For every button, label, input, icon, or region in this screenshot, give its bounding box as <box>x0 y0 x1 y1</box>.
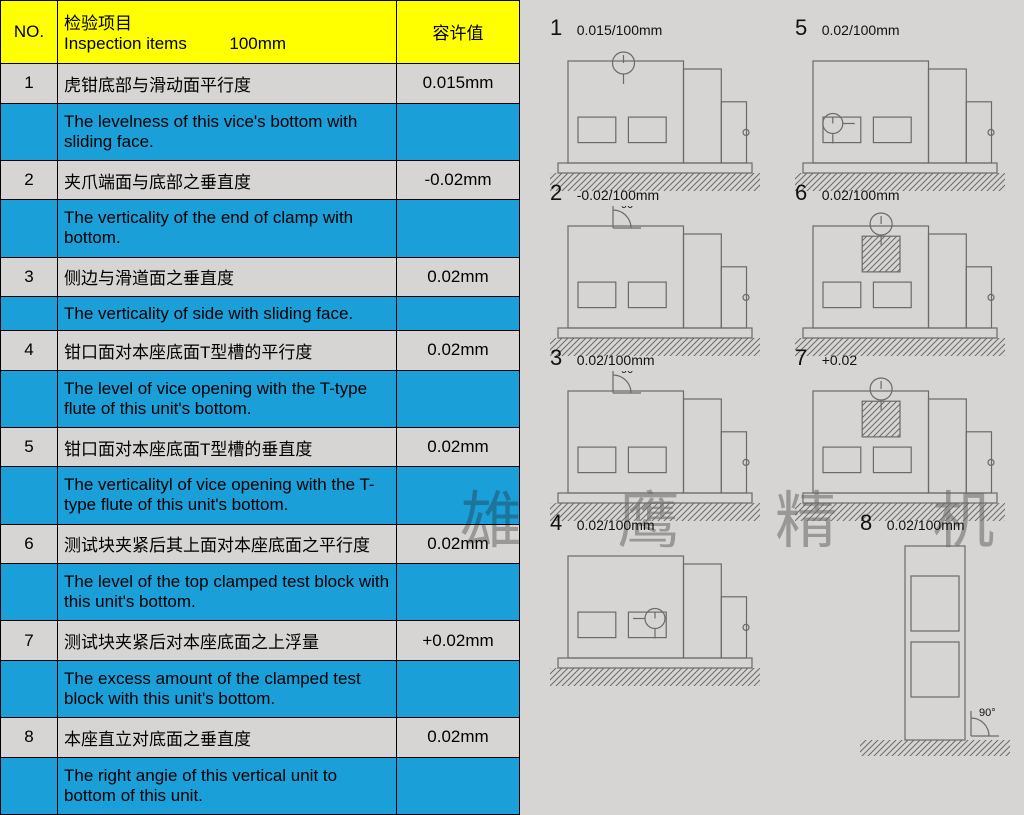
diagram-svg: 90° <box>550 206 760 356</box>
row-en-no <box>1 103 58 160</box>
diagram-8: 8 0.02/100mm 90° <box>860 510 1010 761</box>
svg-text:90°: 90° <box>621 371 638 376</box>
row-no: 1 <box>1 63 58 103</box>
row-tol: 0.02mm <box>397 524 520 564</box>
diagram-tolerance: 0.02/100mm <box>577 517 655 533</box>
diagram-svg <box>550 536 760 686</box>
row-en: The levelness of this vice's bottom with… <box>58 103 397 160</box>
row-en: The verticality of side with sliding fac… <box>58 297 397 331</box>
row-cn: 侧边与滑道面之垂直度 <box>58 257 397 297</box>
row-no: 2 <box>1 160 58 200</box>
diagram-number: 7 <box>795 345 807 370</box>
header-items: 检验项目 Inspection items 100mm <box>58 1 397 64</box>
row-cn: 测试块夹紧后其上面对本座底面之平行度 <box>58 524 397 564</box>
row-cn: 本座直立对底面之垂直度 <box>58 718 397 758</box>
diagram-number: 2 <box>550 180 562 205</box>
diagram-7: 7 +0.02 <box>795 345 1005 526</box>
row-en: The verticalityl of vice opening with th… <box>58 467 397 524</box>
diagram-6: 6 0.02/100mm <box>795 180 1005 361</box>
diagram-tolerance: -0.02/100mm <box>577 187 659 203</box>
diagram-number: 4 <box>550 510 562 535</box>
row-no: 3 <box>1 257 58 297</box>
row-en-blank <box>397 564 520 621</box>
header-no: NO. <box>1 1 58 64</box>
diagram-tolerance: +0.02 <box>822 352 857 368</box>
header-tolerance: 容许值 <box>397 1 520 64</box>
row-en-blank <box>397 660 520 717</box>
diagram-tolerance: 0.015/100mm <box>577 22 663 38</box>
row-en-no <box>1 467 58 524</box>
row-en-no <box>1 370 58 427</box>
diagram-svg <box>795 41 1005 191</box>
diagram-svg: 90° <box>860 536 1010 756</box>
row-en: The verticality of the end of clamp with… <box>58 200 397 257</box>
row-tol: +0.02mm <box>397 621 520 661</box>
row-en-blank <box>397 467 520 524</box>
diagram-svg <box>550 41 760 191</box>
svg-text:90°: 90° <box>621 206 638 211</box>
row-no: 4 <box>1 330 58 370</box>
row-cn: 夹爪端面与底部之垂直度 <box>58 160 397 200</box>
header-item-en: Inspection items <box>64 34 187 53</box>
diagram-4: 4 0.02/100mm <box>550 510 760 691</box>
diagram-tolerance: 0.02/100mm <box>822 187 900 203</box>
diagram-panel: 雄 鹰 精 机 1 0.015/100mm 2 -0.02/100mm 90°3… <box>520 0 1024 815</box>
row-cn: 钳口面对本座底面T型槽的平行度 <box>58 330 397 370</box>
row-en-blank <box>397 297 520 331</box>
row-en-no <box>1 297 58 331</box>
row-en-no <box>1 200 58 257</box>
row-en-no <box>1 757 58 814</box>
diagram-svg <box>795 206 1005 356</box>
row-tol: 0.02mm <box>397 257 520 297</box>
diagram-number: 5 <box>795 15 807 40</box>
diagram-number: 6 <box>795 180 807 205</box>
diagram-3: 3 0.02/100mm 90° <box>550 345 760 526</box>
row-no: 6 <box>1 524 58 564</box>
diagram-1: 1 0.015/100mm <box>550 15 760 196</box>
row-no: 7 <box>1 621 58 661</box>
row-tol: 0.015mm <box>397 63 520 103</box>
row-no: 8 <box>1 718 58 758</box>
row-tol: 0.02mm <box>397 718 520 758</box>
diagram-tolerance: 0.02/100mm <box>577 352 655 368</box>
row-en-blank <box>397 370 520 427</box>
diagram-number: 1 <box>550 15 562 40</box>
row-en-blank <box>397 200 520 257</box>
row-cn: 测试块夹紧后对本座底面之上浮量 <box>58 621 397 661</box>
diagram-5: 5 0.02/100mm <box>795 15 1005 196</box>
row-cn: 钳口面对本座底面T型槽的垂直度 <box>58 427 397 467</box>
row-en-blank <box>397 757 520 814</box>
row-en: The level of the top clamped test block … <box>58 564 397 621</box>
row-cn: 虎钳底部与滑动面平行度 <box>58 63 397 103</box>
header-span: 100mm <box>229 34 286 53</box>
row-en: The excess amount of the clamped test bl… <box>58 660 397 717</box>
diagram-tolerance: 0.02/100mm <box>887 517 965 533</box>
row-no: 5 <box>1 427 58 467</box>
row-en-no <box>1 660 58 717</box>
diagram-2: 2 -0.02/100mm 90° <box>550 180 760 361</box>
svg-text:90°: 90° <box>979 707 996 719</box>
row-en-blank <box>397 103 520 160</box>
inspection-table: NO. 检验项目 Inspection items 100mm 容许值 1虎钳底… <box>0 0 520 815</box>
diagram-number: 8 <box>860 510 872 535</box>
diagram-number: 3 <box>550 345 562 370</box>
row-tol: 0.02mm <box>397 330 520 370</box>
row-tol: -0.02mm <box>397 160 520 200</box>
row-en-no <box>1 564 58 621</box>
diagram-tolerance: 0.02/100mm <box>822 22 900 38</box>
header-item-cn: 检验项目 <box>64 14 132 33</box>
row-en: The level of vice opening with the T-typ… <box>58 370 397 427</box>
diagram-svg <box>795 371 1005 521</box>
row-en: The right angie of this vertical unit to… <box>58 757 397 814</box>
row-tol: 0.02mm <box>397 427 520 467</box>
diagram-svg: 90° <box>550 371 760 521</box>
